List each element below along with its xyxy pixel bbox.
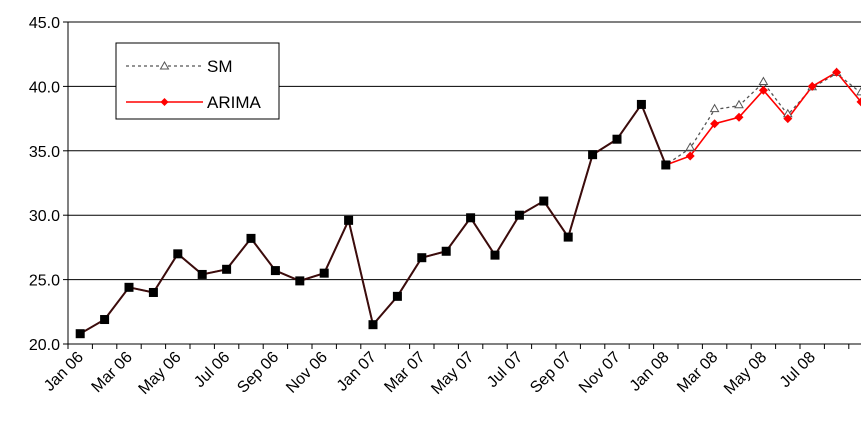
- x-tick-label: Jan 07: [334, 349, 380, 395]
- x-tick-labels: Jan 06 Mar 06 May 06 Jul 06 Sep 06 Nov 06 Jan …: [41, 349, 819, 398]
- actual-point: [466, 213, 476, 223]
- arima-point: [685, 151, 695, 161]
- sm-point: [734, 99, 744, 109]
- arima-point: [758, 85, 768, 95]
- legend: SM ARIMA: [115, 42, 280, 120]
- legend-arima-label: ARIMA: [207, 93, 262, 112]
- actual-point: [539, 196, 549, 206]
- actual-point: [100, 315, 110, 325]
- y-tick-label: 25.0: [29, 273, 60, 290]
- legend-sm-label: SM: [207, 57, 233, 76]
- series: [75, 67, 861, 339]
- arima-point: [783, 114, 793, 124]
- arima-point: [710, 119, 720, 129]
- sm-point: [685, 142, 696, 151]
- actual-point: [490, 250, 500, 260]
- actual-point: [319, 268, 329, 278]
- actual-point: [124, 282, 134, 292]
- y-tick-labels: 20.0 25.0 30.0 35.0 40.0 45.0: [29, 15, 60, 354]
- actual-point: [295, 276, 305, 286]
- actual-point: [148, 287, 158, 297]
- actual-point: [441, 246, 451, 256]
- y-tick-label: 30.0: [29, 208, 60, 225]
- actual-point: [417, 253, 427, 263]
- legend-box: [115, 42, 280, 120]
- x-tick-label: Mar 06: [89, 349, 136, 396]
- actual-point: [173, 249, 183, 259]
- axes: [63, 21, 861, 349]
- actual-point: [588, 150, 598, 160]
- legend-arima-marker: [160, 98, 169, 106]
- y-tick-label: 35.0: [29, 144, 60, 161]
- x-tick-label: Jul 08: [777, 349, 819, 391]
- actual-point: [612, 134, 622, 144]
- x-tick-label: Nov 06: [283, 349, 331, 397]
- arima-point: [832, 67, 842, 77]
- actual-point: [636, 99, 646, 109]
- x-tick-label: May 08: [721, 349, 770, 398]
- y-tick-label: 20.0: [29, 337, 60, 354]
- x-tick-label: Sep 07: [527, 349, 575, 397]
- sm-point: [856, 86, 861, 96]
- x-tick-label: Nov 07: [576, 349, 624, 397]
- actual-point: [222, 264, 232, 274]
- arima-point: [807, 81, 817, 91]
- x-tick-label: Sep 06: [234, 349, 282, 397]
- arima-point: [734, 112, 744, 122]
- actual-point: [270, 266, 280, 276]
- actual-point: [75, 329, 85, 339]
- actual-point: [514, 210, 524, 220]
- x-tick-label: Mar 07: [381, 349, 428, 396]
- actual-point: [246, 233, 256, 243]
- x-tick-label: Jan 06: [41, 349, 87, 395]
- x-tick-label: Jan 08: [627, 349, 673, 395]
- actual-point: [368, 320, 378, 330]
- actual-point: [197, 269, 207, 279]
- x-tick-label: Jul 07: [484, 349, 526, 391]
- x-tick-label: Mar 08: [674, 349, 721, 396]
- x-tick-label: Jul 06: [191, 349, 233, 391]
- actual-point: [563, 232, 573, 242]
- x-tick-label: May 06: [136, 349, 185, 398]
- y-tick-label: 45.0: [29, 15, 60, 32]
- arima-point: [856, 97, 861, 107]
- y-tick-label: 40.0: [29, 79, 60, 96]
- x-tick-label: May 07: [428, 349, 477, 398]
- sm-point: [758, 76, 769, 86]
- sm-point: [709, 103, 720, 113]
- actual-point: [392, 291, 402, 301]
- actual-point: [661, 160, 671, 170]
- series-line-actual: [79, 102, 667, 335]
- actual-point: [344, 215, 354, 225]
- legend-sm-marker: [159, 60, 170, 70]
